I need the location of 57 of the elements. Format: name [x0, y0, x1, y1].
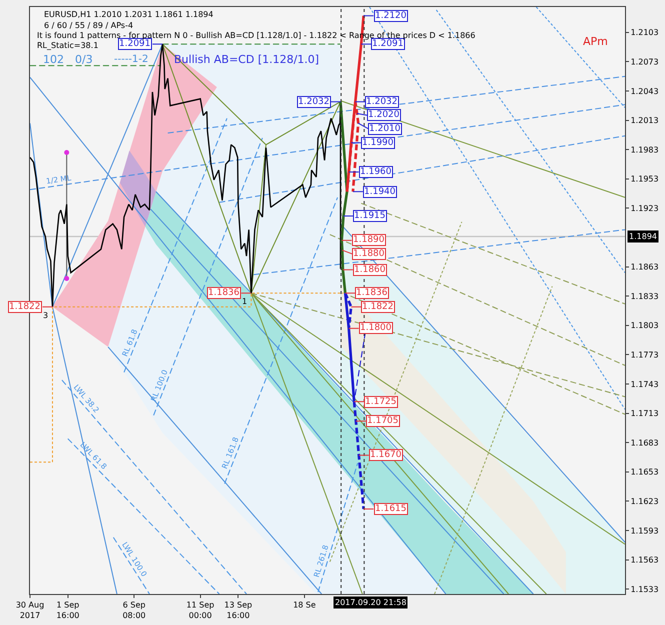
data-label: 1.2091 — [119, 39, 150, 49]
data-label: 1.1940 — [364, 187, 396, 197]
data-label: 1.2032 — [298, 97, 330, 107]
y-tick-label: 1.1533 — [630, 584, 659, 594]
chart-title: EURUSD,H1 1.2010 1.2031 1.1861 1.1894 — [44, 10, 214, 19]
data-label: 1.1890 — [353, 235, 385, 245]
y-tick-label: 1.1953 — [630, 174, 659, 184]
data-label: 1.2091 — [372, 39, 404, 49]
annotation: 0/3 — [75, 53, 93, 66]
data-label: 1.1860 — [354, 265, 386, 275]
y-tick-label: 1.2043 — [630, 86, 659, 96]
y-tick-label: 1.1683 — [630, 438, 659, 448]
x-tick-label: 13 Sep 16:00 — [224, 600, 252, 620]
y-tick-label: 1.1623 — [630, 497, 659, 506]
annotation: -----1-2 — [114, 54, 148, 65]
x-tick-label: 6 Sep 08:00 — [122, 600, 146, 620]
data-label: 1.1705 — [367, 416, 398, 426]
ref-line-label: 2017.09.20 21:58 — [335, 598, 406, 607]
data-label: 1.1670 — [370, 450, 402, 460]
y-tick-label: 1.1563 — [630, 556, 659, 565]
y-tick-label: 1.1653 — [630, 468, 659, 477]
x-tick-label: 1 Sep 16:00 — [56, 600, 80, 620]
data-label: 1.1960 — [360, 167, 392, 177]
annotation: 1 — [242, 297, 248, 306]
data-label: 1.1880 — [353, 249, 385, 259]
ref-line-label: 1.1894 — [629, 232, 657, 241]
data-label: 1.1836 — [356, 288, 388, 298]
y-tick-label: 1.2013 — [630, 116, 659, 126]
y-tick-label: 1.1773 — [630, 350, 659, 360]
annotation: APm — [583, 35, 608, 48]
x-tick-label: 30 Aug 2017 — [16, 600, 44, 620]
y-tick-label: 1.2073 — [630, 58, 659, 66]
data-label: 1.2120 — [375, 11, 407, 21]
x-tick-label: 18 Se — [293, 600, 316, 610]
data-label: 1.2032 — [366, 97, 398, 107]
data-label: 1.1915 — [354, 211, 386, 221]
data-label: 1.1615 — [375, 504, 406, 514]
y-tick-label: 1.1803 — [630, 321, 659, 330]
y-tick-label: 1.1863 — [630, 262, 659, 272]
text: 6 / 60 / 55 / 89 / APs-4 — [44, 21, 134, 30]
data-label: 1.1822 — [362, 302, 394, 312]
annotation: 102 — [43, 53, 64, 66]
y-tick-label: 1.1593 — [630, 526, 659, 536]
y-tick-label: 1.2103 — [630, 28, 659, 38]
data-label: 1.1800 — [360, 323, 392, 333]
data-label: 1.1836 — [208, 288, 240, 298]
y-tick-label: 1.1713 — [630, 409, 659, 418]
y-tick-label: 1.1983 — [630, 145, 659, 154]
data-label: 1.1725 — [365, 397, 396, 407]
data-label: 1.2010 — [369, 124, 401, 134]
annotation: RL_Static=38.1 — [37, 41, 98, 50]
x-tick-label: 11 Sep 00:00 — [186, 600, 214, 620]
data-label: 1.2020 — [368, 110, 400, 120]
y-tick-label: 1.1833 — [630, 292, 659, 301]
y-tick-label: 1.1743 — [630, 380, 659, 389]
data-label: 1.1990 — [362, 138, 394, 148]
y-tick-label: 1.1923 — [630, 204, 659, 213]
